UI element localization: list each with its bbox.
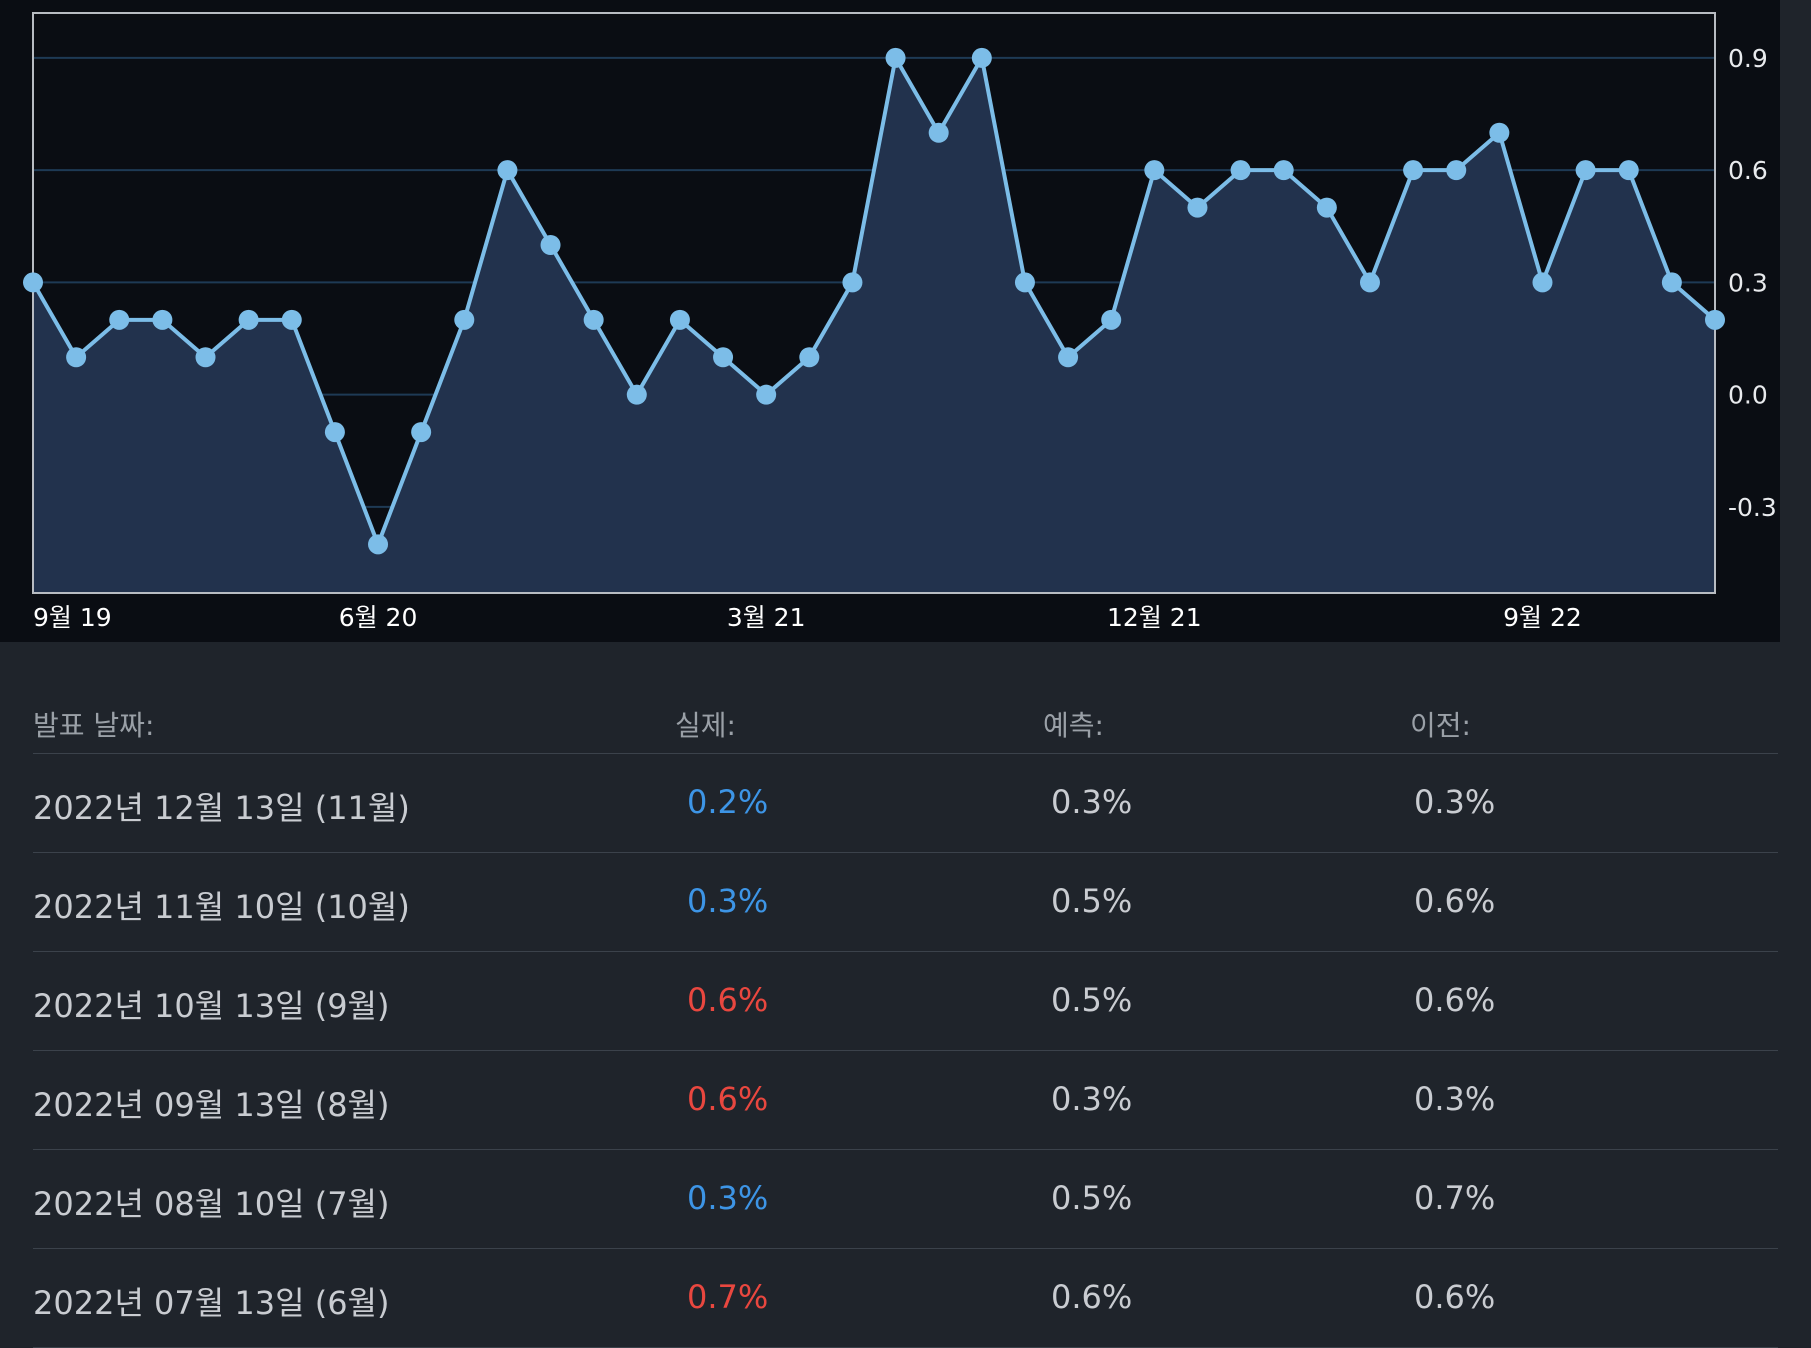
table-row: 2022년 09월 13일 (8월) 0.6% 0.3% 0.3% [33, 1051, 1778, 1150]
row-forecast: 0.3% [1051, 1080, 1133, 1118]
plot-frame [32, 12, 1716, 594]
data-point [23, 272, 43, 293]
area-fill [33, 57, 1715, 594]
row-forecast: 0.5% [1051, 1179, 1133, 1217]
data-point [281, 309, 302, 330]
row-previous: 0.6% [1414, 882, 1496, 920]
table-row: 2022년 10월 13일 (9월) 0.6% 0.5% 0.6% [33, 952, 1778, 1051]
row-date: 2022년 07월 13일 (6월) [33, 1284, 390, 1322]
data-point [1187, 197, 1208, 218]
data-point [842, 272, 863, 293]
table-row: 2022년 07월 13일 (6월) 0.7% 0.6% 0.6% [33, 1249, 1778, 1348]
y-tick-label: 0.3 [1728, 268, 1768, 297]
data-point [1705, 309, 1725, 330]
data-point [66, 347, 87, 368]
data-point [1618, 160, 1639, 181]
row-previous: 0.7% [1414, 1179, 1496, 1217]
row-actual: 0.3% [687, 882, 769, 920]
data-point [626, 384, 647, 405]
x-tick-label: 12월 21 [1107, 603, 1202, 632]
x-tick-label: 6월 20 [339, 603, 418, 632]
data-point [756, 384, 777, 405]
x-tick-label: 3월 21 [727, 603, 806, 632]
row-date: 2022년 11월 10일 (10월) [33, 888, 410, 926]
row-date: 2022년 12월 13일 (11월) [33, 789, 410, 827]
y-tick-label: 0.0 [1728, 381, 1768, 410]
data-point [368, 534, 389, 555]
row-date: 2022년 08월 10일 (7월) [33, 1185, 390, 1223]
data-point [1446, 160, 1467, 181]
data-point [1273, 160, 1294, 181]
row-forecast: 0.5% [1051, 882, 1133, 920]
table-row: 2022년 08월 10일 (7월) 0.3% 0.5% 0.7% [33, 1150, 1778, 1249]
y-tick-label: 0.6 [1728, 156, 1768, 185]
header-previous: 이전: [1410, 709, 1471, 742]
data-point [885, 47, 906, 68]
header-actual: 실제: [675, 709, 736, 742]
data-point [1489, 122, 1510, 143]
data-point [1316, 197, 1337, 218]
row-actual: 0.3% [687, 1179, 769, 1217]
row-actual: 0.7% [687, 1278, 769, 1316]
row-forecast: 0.6% [1051, 1278, 1133, 1316]
data-point [497, 160, 518, 181]
table-row: 2022년 11월 10일 (10월) 0.3% 0.5% 0.6% [33, 853, 1778, 952]
row-actual: 0.6% [687, 1080, 769, 1118]
row-date: 2022년 09월 13일 (8월) [33, 1086, 390, 1124]
line-area-chart: 0.9 0.6 0.3 0.0 -0.3 9월 19 6월 20 3월 21 12월 21 9월 … [23, 12, 1777, 632]
data-point [1058, 347, 1079, 368]
row-previous: 0.3% [1414, 1080, 1496, 1118]
row-forecast: 0.3% [1051, 783, 1133, 821]
row-previous: 0.3% [1414, 783, 1496, 821]
x-tick-label: 9월 22 [1503, 603, 1582, 632]
row-previous: 0.6% [1414, 981, 1496, 1019]
data-point [195, 347, 216, 368]
data-point [1101, 309, 1122, 330]
history-table: 발표 날짜: 실제: 예측: 이전: 2022년 12월 13일 (11월) 0… [33, 690, 1778, 1348]
data-point [1575, 160, 1596, 181]
row-previous: 0.6% [1414, 1278, 1496, 1316]
chart-panel: 0.9 0.6 0.3 0.0 -0.3 9월 19 6월 20 3월 21 12월 21 9월 … [0, 0, 1780, 642]
y-tick-label: 0.9 [1728, 44, 1768, 73]
header-forecast: 예측: [1043, 709, 1104, 742]
data-point [1403, 160, 1424, 181]
data-point [1230, 160, 1251, 181]
data-point [454, 309, 475, 330]
data-point [1661, 272, 1682, 293]
data-point [799, 347, 820, 368]
row-actual: 0.2% [687, 783, 769, 821]
x-tick-label: 9월 19 [33, 603, 112, 632]
y-tick-label: -0.3 [1728, 493, 1777, 522]
series-line [31, 55, 1717, 547]
data-point [411, 422, 432, 443]
table-row: 2022년 12월 13일 (11월) 0.2% 0.3% 0.3% [33, 754, 1778, 853]
row-forecast: 0.5% [1051, 981, 1133, 1019]
data-point [928, 122, 949, 143]
data-point [1532, 272, 1553, 293]
row-actual: 0.6% [687, 981, 769, 1019]
header-release-date: 발표 날짜: [33, 709, 155, 742]
data-point [971, 47, 992, 68]
data-point [1014, 272, 1035, 293]
data-point [152, 309, 173, 330]
row-date: 2022년 10월 13일 (9월) [33, 987, 390, 1025]
data-point [109, 309, 130, 330]
data-point [1359, 272, 1380, 293]
table-header: 발표 날짜: 실제: 예측: 이전: [33, 690, 1778, 754]
data-point [669, 309, 690, 330]
data-point [583, 309, 604, 330]
data-point [238, 309, 259, 330]
data-point [713, 347, 734, 368]
data-point [540, 235, 561, 255]
data-point [324, 422, 345, 443]
data-point [1144, 160, 1165, 181]
